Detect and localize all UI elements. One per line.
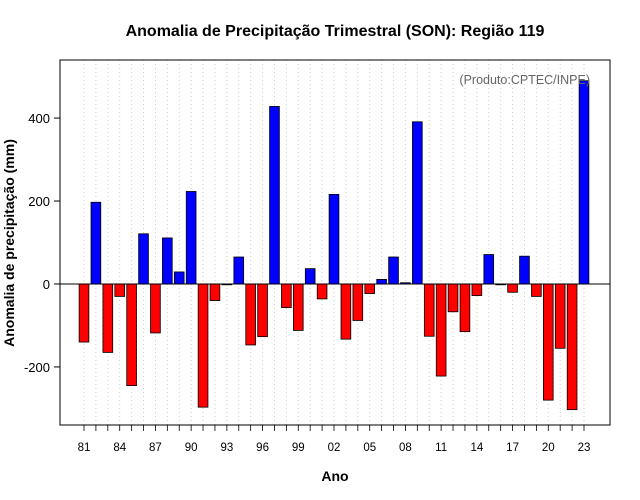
x-tick-label: 14	[470, 442, 483, 454]
y-tick-label: 200	[28, 194, 50, 209]
x-tick-label: 20	[542, 442, 555, 454]
x-tick-label: 90	[185, 442, 198, 454]
bar-2006	[376, 279, 387, 285]
bar-1996	[257, 283, 268, 338]
bar-2019	[531, 283, 542, 297]
x-tick-label: 96	[256, 442, 269, 454]
bar-1995	[245, 283, 256, 346]
bar-2004	[352, 283, 364, 321]
bar-1988	[162, 237, 173, 285]
bar-1987	[150, 283, 161, 334]
bar-2021	[554, 283, 566, 349]
bar-2013	[459, 283, 471, 333]
bar-2012	[447, 283, 459, 313]
bar-1992	[209, 283, 221, 301]
y-tick-label: 400	[28, 111, 50, 126]
bar-2002	[328, 193, 340, 285]
x-tick-label: 81	[78, 442, 91, 454]
bar-2007	[388, 256, 399, 285]
bar-2011	[435, 283, 447, 377]
bar-1990	[185, 191, 197, 285]
bar-1986	[138, 233, 149, 285]
bar-1991	[197, 283, 209, 408]
y-axis: -200 0 200 400	[24, 111, 60, 375]
y-axis-label: Anomalia de precipitação (mm)	[1, 139, 17, 347]
bar-2000	[304, 268, 316, 285]
bar-1981	[78, 283, 90, 343]
x-tick-label: 99	[292, 442, 305, 454]
bar-2015	[483, 254, 495, 285]
plot-frame	[59, 59, 611, 426]
bar-2017	[507, 283, 518, 293]
x-tick-label: 05	[363, 442, 376, 454]
bar-1983	[102, 283, 114, 353]
x-axis: 81 84 87 90 93 96 99 02 05 08 11 14 17 20 23	[78, 425, 591, 454]
x-axis-label: Ano	[321, 468, 348, 484]
grid-lines	[83, 60, 585, 425]
bar-2005	[364, 283, 375, 294]
bar-2009	[412, 121, 423, 285]
bar-2023	[578, 80, 590, 285]
x-tick-label: 84	[113, 442, 126, 454]
x-tick-label: 17	[506, 442, 519, 454]
bars	[78, 80, 590, 411]
bar-2010	[423, 283, 435, 337]
x-tick-label: 87	[149, 442, 162, 454]
bar-1998	[281, 283, 292, 309]
bar-1984	[114, 283, 125, 297]
y-tick-label: 0	[43, 277, 50, 292]
bar-2020	[543, 283, 554, 401]
x-tick-label: 93	[220, 442, 233, 454]
x-tick-label: 02	[328, 442, 341, 454]
bar-1997	[269, 106, 280, 285]
x-tick-label: 23	[578, 442, 591, 454]
bar-2003	[340, 283, 352, 340]
bar-1982	[90, 201, 102, 285]
bar-2001	[316, 283, 328, 300]
bar-1985	[126, 283, 137, 386]
chart-title: Anomalia de Precipitação Trimestral (SON…	[126, 23, 545, 40]
y-tick-label: -200	[24, 360, 50, 375]
watermark-text: (Produto:CPTEC/INPE)	[459, 73, 590, 87]
bar-2018	[519, 255, 530, 285]
bar-2014	[471, 283, 483, 296]
bar-1989	[173, 271, 185, 285]
bar-1999	[293, 283, 304, 331]
x-tick-label: 08	[399, 442, 412, 454]
x-tick-label: 11	[435, 442, 447, 454]
bar-2022	[566, 283, 578, 411]
bar-1994	[233, 256, 245, 285]
